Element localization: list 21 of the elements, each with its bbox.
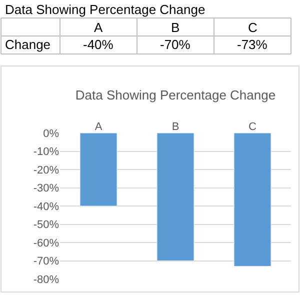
text: Change (5, 37, 51, 52)
y-tick-label: -10% (33, 146, 60, 158)
category-label: C (248, 20, 258, 35)
y-tick-label: -60% (33, 237, 60, 250)
text: -73% (237, 37, 268, 52)
y-tick-label: -20% (33, 164, 60, 176)
x-tick-label: A (94, 120, 103, 133)
y-tick-label: 0% (43, 128, 60, 140)
category-label: B (171, 20, 180, 35)
text: -40% (83, 37, 114, 52)
y-tick-label: -50% (33, 219, 60, 232)
text: -70% (160, 37, 190, 52)
x-tick-label: C (248, 120, 257, 133)
x-tick-label: B (172, 120, 180, 133)
y-tick-label: -40% (33, 200, 60, 213)
category-label: A (94, 20, 103, 35)
y-tick-label: -80% (33, 274, 60, 286)
text: Data Showing Percentage Change (5, 2, 206, 17)
y-tick-label: -30% (33, 182, 60, 195)
chart-title: Data Showing Percentage Change (75, 88, 276, 103)
y-tick-label: -70% (33, 256, 60, 268)
